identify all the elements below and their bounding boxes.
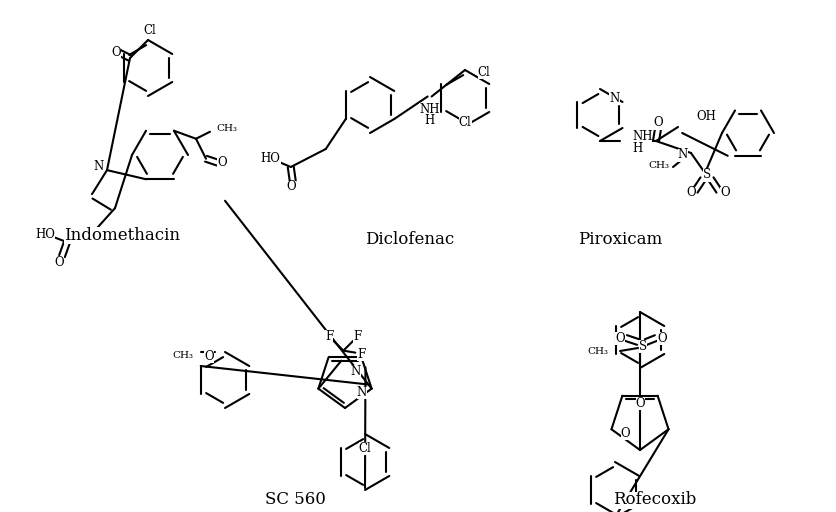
Text: H: H xyxy=(424,114,434,127)
Text: NH: NH xyxy=(419,103,440,116)
Text: CH₃: CH₃ xyxy=(586,348,607,356)
Text: Cl: Cl xyxy=(144,24,156,36)
Text: Diclofenac: Diclofenac xyxy=(365,231,454,248)
Text: NH: NH xyxy=(631,130,652,142)
Text: N: N xyxy=(609,92,619,104)
Text: CH₃: CH₃ xyxy=(216,124,237,133)
Text: OH: OH xyxy=(696,111,715,123)
Text: F: F xyxy=(353,330,361,343)
Text: O: O xyxy=(614,331,624,345)
Text: O: O xyxy=(620,427,630,440)
Text: O: O xyxy=(54,255,64,269)
Text: O: O xyxy=(635,397,645,410)
Text: O: O xyxy=(204,350,213,362)
Text: O: O xyxy=(656,331,666,345)
Text: Cl: Cl xyxy=(458,116,471,129)
Text: F: F xyxy=(357,348,365,361)
Text: O: O xyxy=(286,181,295,194)
Text: O: O xyxy=(217,156,227,169)
Text: O: O xyxy=(652,117,662,130)
Text: O: O xyxy=(686,186,695,200)
Text: SC 560: SC 560 xyxy=(264,492,325,508)
Text: F: F xyxy=(325,330,333,343)
Text: S: S xyxy=(638,339,646,352)
Text: N: N xyxy=(94,160,104,173)
Text: HO: HO xyxy=(261,153,280,165)
Text: H: H xyxy=(631,141,641,155)
Text: N: N xyxy=(350,365,360,378)
Text: S: S xyxy=(702,168,711,181)
Text: CH₃: CH₃ xyxy=(647,160,668,169)
Text: Cl: Cl xyxy=(358,441,371,455)
Text: N: N xyxy=(677,148,687,161)
Text: CH₃: CH₃ xyxy=(171,352,193,360)
Text: HO: HO xyxy=(35,228,55,241)
Text: O: O xyxy=(111,46,120,58)
Text: Indomethacin: Indomethacin xyxy=(64,226,180,244)
Text: Piroxicam: Piroxicam xyxy=(577,231,661,248)
Text: Cl: Cl xyxy=(477,66,490,78)
Text: O: O xyxy=(719,186,729,200)
Text: N: N xyxy=(356,386,366,399)
Text: Rofecoxib: Rofecoxib xyxy=(613,492,696,508)
